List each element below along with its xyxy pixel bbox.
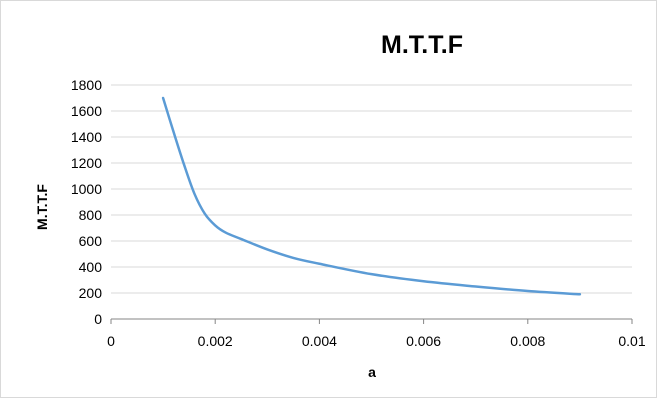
y-tick-label: 1800 — [71, 77, 102, 93]
y-tick-label: 200 — [79, 285, 103, 301]
y-tick-label: 0 — [94, 311, 102, 327]
x-tick-label: 0.004 — [302, 333, 337, 349]
y-tick-label: 1600 — [71, 103, 102, 119]
x-tick-label: 0.01 — [618, 333, 645, 349]
y-tick-label: 1200 — [71, 155, 102, 171]
x-tick-label: 0 — [107, 333, 115, 349]
y-tick-label: 1400 — [71, 129, 102, 145]
gridlines — [111, 84, 632, 320]
y-axis-label: M.T.T.F — [34, 184, 50, 230]
y-tick-label: 1000 — [71, 181, 102, 197]
y-axis-ticks: 0 200 400 600 800 1000 1200 1400 1600 1800 — [71, 77, 102, 327]
x-axis-ticks: 0 0.002 0.004 0.006 0.008 0.01 — [107, 319, 646, 349]
x-tick-label: 0.006 — [406, 333, 441, 349]
series-line — [161, 96, 582, 296]
y-tick-label: 400 — [79, 259, 103, 275]
y-tick-label: 800 — [79, 207, 103, 223]
chart-title: M.T.T.F — [381, 31, 463, 59]
x-axis-label: a — [368, 364, 376, 380]
series — [161, 96, 582, 296]
y-tick-label: 600 — [79, 233, 103, 249]
x-tick-label: 0.002 — [198, 333, 233, 349]
x-tick-label: 0.008 — [510, 333, 545, 349]
